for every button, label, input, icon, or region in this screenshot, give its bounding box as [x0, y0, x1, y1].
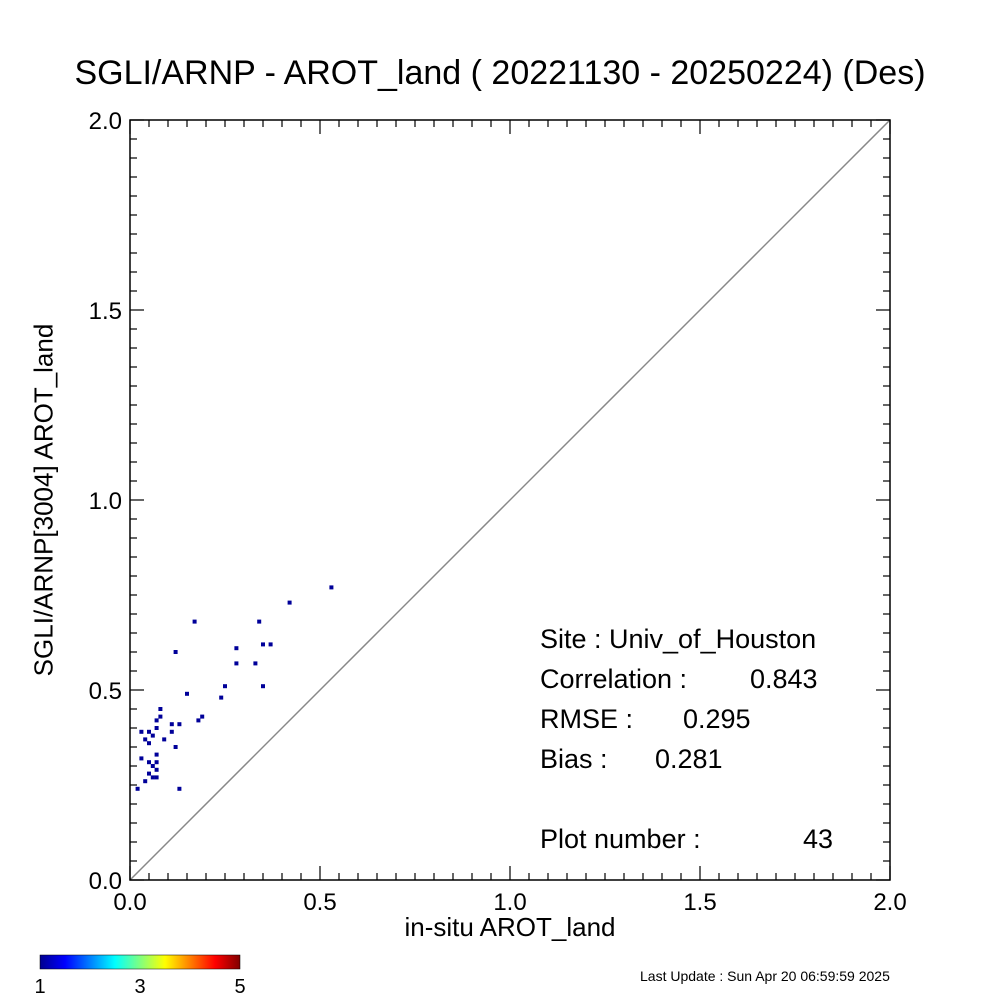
- data-point: [143, 779, 148, 784]
- plot-number-value: 43: [803, 824, 834, 854]
- rmse-value: 0.295: [683, 704, 751, 734]
- data-point: [158, 707, 163, 711]
- axes: 0.0 0.5 1.0 1.5 2.0 0.0 0.5 1.0 1.5 2.0: [89, 108, 907, 916]
- data-point: [147, 729, 151, 734]
- data-point: [139, 729, 144, 734]
- data-point: [287, 600, 292, 605]
- y-tick-label: 0.5: [89, 678, 122, 705]
- data-point: [150, 733, 155, 738]
- data-point: [139, 756, 144, 761]
- one-to-one-line: [129, 119, 891, 881]
- rmse-label: RMSE :: [540, 704, 634, 734]
- data-point: [143, 737, 148, 742]
- data-point: [154, 775, 159, 780]
- data-point: [154, 752, 159, 757]
- data-points: [135, 585, 334, 791]
- data-point: [185, 691, 189, 696]
- y-tick-label: 1.5: [89, 298, 122, 325]
- data-point: [147, 771, 151, 776]
- data-point: [169, 729, 174, 734]
- data-point: [162, 737, 167, 742]
- data-point: [154, 718, 159, 723]
- colorbar-tick-min: 1: [34, 976, 46, 998]
- correlation-value: 0.843: [750, 664, 818, 694]
- data-point: [150, 764, 155, 768]
- colorbar-tick-max: 5: [234, 976, 246, 998]
- data-point: [196, 718, 201, 723]
- y-tick-label: 1.0: [89, 488, 122, 515]
- data-point: [177, 786, 182, 791]
- data-point: [268, 642, 273, 647]
- colorbar: [39, 954, 241, 970]
- colorbar-tick-mid: 3: [134, 976, 146, 998]
- data-point: [219, 695, 224, 700]
- x-tick-label: 1.5: [683, 889, 716, 916]
- x-tick-label: 1.0: [493, 889, 526, 916]
- x-tick-label: 2.0: [873, 889, 906, 916]
- data-point: [158, 714, 163, 719]
- bias-value: 0.281: [655, 744, 723, 774]
- data-point: [169, 722, 174, 727]
- data-point: [261, 684, 265, 689]
- y-axis-label: SGLI/ARNP[3004] AROT_land: [28, 323, 59, 677]
- bias-label: Bias :: [540, 744, 608, 774]
- data-point: [329, 585, 334, 590]
- y-tick-label: 0.0: [89, 868, 122, 895]
- correlation-label: Correlation :: [540, 664, 688, 694]
- data-point: [173, 745, 178, 749]
- data-point: [200, 714, 205, 719]
- data-point: [154, 760, 159, 765]
- data-point: [192, 619, 197, 624]
- data-point: [223, 684, 227, 689]
- last-update-text: Last Update : Sun Apr 20 06:59:59 2025: [640, 968, 890, 984]
- x-tick-label: 0.0: [113, 889, 146, 916]
- x-tick-label: 0.5: [303, 889, 336, 916]
- x-axis-label: in-situ AROT_land: [404, 912, 616, 942]
- data-point: [135, 786, 140, 791]
- data-point: [261, 642, 265, 647]
- data-point: [154, 726, 159, 730]
- plot-number-label: Plot number :: [540, 824, 701, 854]
- data-point: [257, 619, 262, 624]
- data-point: [154, 767, 159, 772]
- chart-title: SGLI/ARNP - AROT_land ( 20221130 - 20250…: [74, 54, 926, 92]
- data-point: [147, 741, 151, 746]
- data-point: [253, 661, 258, 666]
- data-point: [147, 760, 151, 765]
- data-point: [234, 646, 239, 651]
- y-tick-label: 2.0: [89, 108, 122, 135]
- data-point: [234, 661, 239, 666]
- data-point: [177, 722, 182, 727]
- site-label: Site : Univ_of_Houston: [540, 624, 817, 654]
- data-point: [150, 775, 155, 780]
- data-point: [173, 650, 178, 654]
